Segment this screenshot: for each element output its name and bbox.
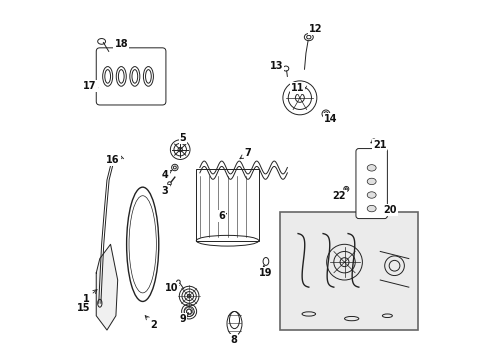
Text: 8: 8 <box>230 335 237 345</box>
Text: 14: 14 <box>324 114 337 124</box>
Text: 11: 11 <box>290 83 304 93</box>
Text: 13: 13 <box>269 61 283 71</box>
Text: 21: 21 <box>372 140 386 150</box>
Text: 17: 17 <box>83 81 98 91</box>
Text: 12: 12 <box>308 24 321 35</box>
Text: 9: 9 <box>179 313 188 324</box>
FancyBboxPatch shape <box>355 149 386 219</box>
Ellipse shape <box>366 192 375 198</box>
Text: 18: 18 <box>114 39 128 49</box>
Text: 1: 1 <box>83 289 97 303</box>
Text: 19: 19 <box>259 266 272 278</box>
Text: 16: 16 <box>106 156 120 165</box>
FancyBboxPatch shape <box>280 212 417 330</box>
FancyBboxPatch shape <box>96 48 165 105</box>
Ellipse shape <box>366 205 375 212</box>
Text: 5: 5 <box>179 133 186 144</box>
Bar <box>196 169 258 241</box>
Polygon shape <box>96 244 118 330</box>
Ellipse shape <box>366 178 375 185</box>
Text: 7: 7 <box>240 148 251 159</box>
Text: 15: 15 <box>77 303 90 313</box>
Text: 20: 20 <box>383 205 396 215</box>
Ellipse shape <box>366 165 375 171</box>
Text: 22: 22 <box>332 191 345 201</box>
Text: 10: 10 <box>164 283 179 293</box>
Text: 3: 3 <box>162 184 170 197</box>
Text: 4: 4 <box>162 170 172 180</box>
Text: 6: 6 <box>218 211 226 221</box>
Text: 2: 2 <box>145 316 157 330</box>
